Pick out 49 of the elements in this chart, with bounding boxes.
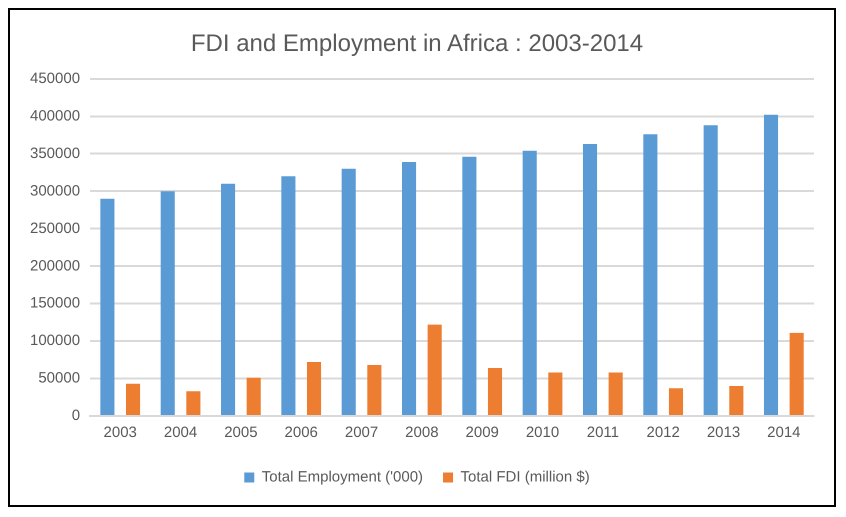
bar [402,162,416,415]
bar [367,365,382,415]
x-tick-label: 2009 [466,424,499,442]
y-tick-label: 200000 [30,257,80,274]
x-tick-label: 2013 [706,424,740,442]
bar [306,362,322,415]
y-tick-label: 450000 [30,70,80,87]
bar [608,372,623,415]
y-tick-label: 150000 [30,294,80,312]
legend-label: Total FDI (million $) [460,468,590,486]
bar [643,134,658,415]
x-tick-label: 2010 [526,424,560,442]
x-tick-label: 2012 [646,424,680,442]
bar [582,144,598,415]
bar [668,388,684,415]
bar [704,125,718,415]
legend-label: Total Employment ('000) [262,468,424,486]
bar [522,150,537,415]
bar [246,378,261,415]
bar [462,156,476,415]
bar [186,391,200,415]
y-tick-label: 250000 [30,220,80,237]
bar [729,386,744,415]
bar [342,168,356,415]
bar [488,368,502,415]
x-tick-label: 2003 [104,424,137,442]
y-tick-label: 300000 [30,182,80,200]
x-tick-label: 2007 [344,424,378,442]
x-tick-label: 2011 [586,424,619,442]
y-tick-label: 0 [72,407,80,424]
x-tick-label: 2008 [405,424,439,442]
bar [764,114,778,415]
bar [160,191,175,415]
y-tick-label: 50000 [38,370,80,387]
x-tick-label: 2006 [284,424,318,442]
y-tick-label: 350000 [30,144,80,162]
chart-title: FDI and Employment in Africa : 2003-2014 [190,30,644,58]
y-tick-label: 400000 [30,107,80,124]
x-tick-label: 2014 [767,424,801,442]
bar [221,184,236,415]
bar [790,332,804,415]
y-tick-label: 100000 [30,332,80,350]
x-tick-label: 2004 [164,424,198,442]
bar [548,372,562,415]
bar [126,384,140,415]
bar [281,176,296,415]
x-tick-label: 2005 [224,424,258,442]
bar [100,198,114,415]
bar [428,324,442,415]
